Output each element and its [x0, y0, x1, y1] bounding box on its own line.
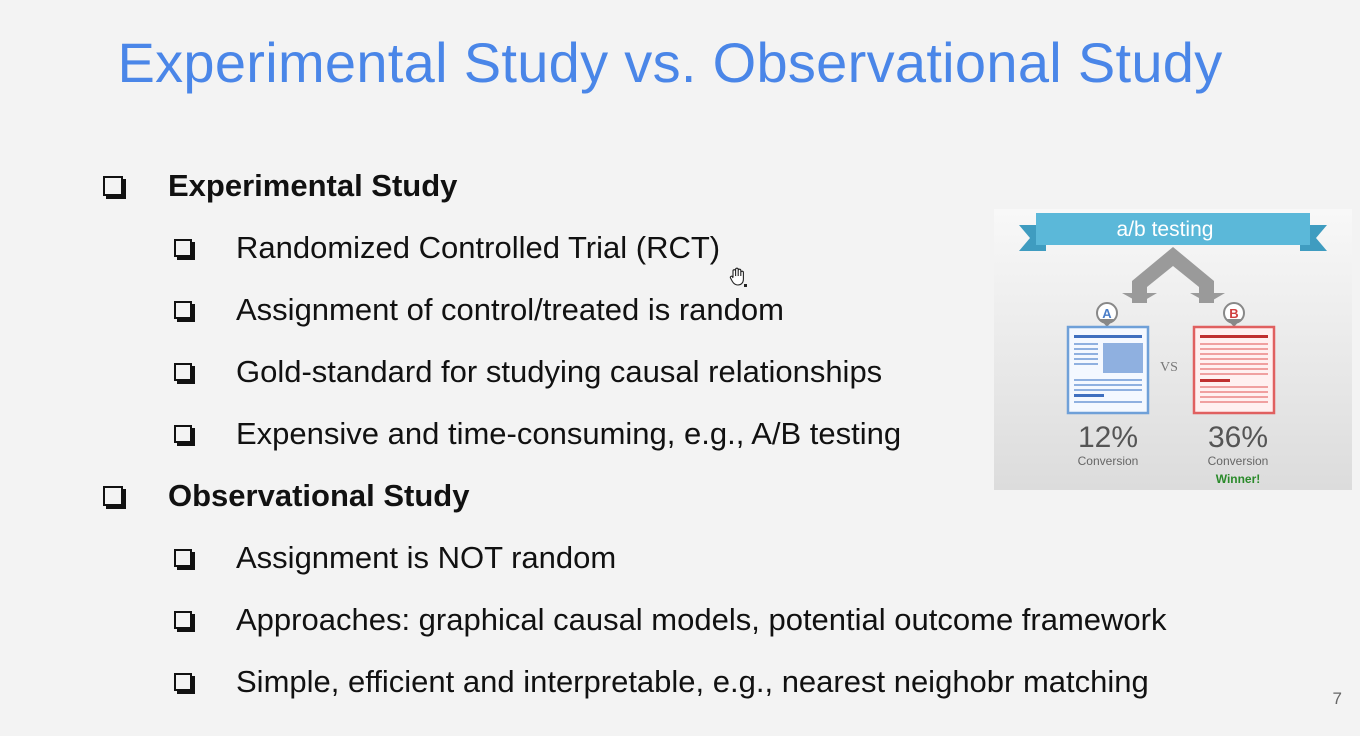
marker-b: B	[1229, 306, 1238, 321]
vs-label: VS	[1160, 360, 1178, 375]
list-item: Randomized Controlled Trial (RCT)	[174, 230, 720, 266]
percent-a: 12%	[1078, 421, 1138, 454]
section-heading-label: Experimental Study	[168, 168, 458, 203]
list-item: Gold-standard for studying causal relati…	[174, 354, 882, 390]
checkbox-bullet-icon	[174, 363, 192, 381]
section-heading-label: Observational Study	[168, 478, 470, 513]
hand-cursor-icon	[729, 267, 747, 287]
conversion-label-b: Conversion	[1208, 454, 1269, 468]
conversion-label-a: Conversion	[1078, 454, 1139, 468]
checkbox-bullet-icon	[174, 611, 192, 629]
winner-badge: Winner!	[1216, 472, 1261, 486]
checkbox-bullet-icon	[174, 239, 192, 257]
list-item: Approaches: graphical causal models, pot…	[174, 602, 1166, 638]
list-item: Assignment of control/treated is random	[174, 292, 784, 328]
ab-testing-image: a/b testing A VS	[994, 209, 1352, 490]
banner-label: a/b testing	[1117, 218, 1214, 241]
list-item-text: Assignment is NOT random	[236, 540, 617, 575]
marker-a: A	[1102, 306, 1112, 321]
list-item: Assignment is NOT random	[174, 540, 616, 576]
list-item-text: Randomized Controlled Trial (RCT)	[236, 230, 721, 265]
section-heading-observational: Observational Study	[103, 478, 469, 514]
banner-ribbon	[1036, 213, 1310, 245]
list-item-text: Assignment of control/treated is random	[236, 292, 784, 327]
checkbox-bullet-icon	[174, 549, 192, 567]
checkbox-bullet-icon	[103, 176, 123, 196]
percent-b: 36%	[1208, 421, 1268, 454]
list-item: Expensive and time-consuming, e.g., A/B …	[174, 416, 901, 452]
list-item-text: Simple, efficient and interpretable, e.g…	[236, 664, 1149, 699]
section-heading-experimental: Experimental Study	[103, 168, 457, 204]
list-item-text: Gold-standard for studying causal relati…	[236, 354, 883, 389]
list-item: Simple, efficient and interpretable, e.g…	[174, 664, 1149, 700]
checkbox-bullet-icon	[174, 673, 192, 691]
checkbox-bullet-icon	[174, 425, 192, 443]
checkbox-bullet-icon	[174, 301, 192, 319]
checkbox-bullet-icon	[103, 486, 123, 506]
list-item-text: Expensive and time-consuming, e.g., A/B …	[236, 416, 902, 451]
slide-title: Experimental Study vs. Observational Stu…	[117, 31, 1223, 94]
page-number: 7	[1332, 689, 1342, 708]
list-item-text: Approaches: graphical causal models, pot…	[236, 602, 1167, 637]
